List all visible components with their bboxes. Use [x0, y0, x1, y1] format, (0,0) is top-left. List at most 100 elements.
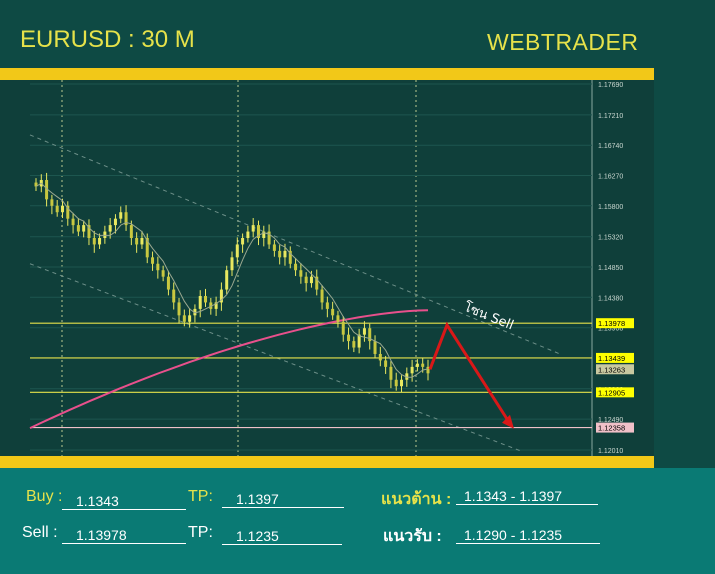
candle-body	[156, 263, 160, 271]
candle-body	[246, 231, 250, 239]
candle-body	[405, 373, 409, 380]
price-tag-label: 1.12358	[598, 424, 625, 433]
candle-body	[341, 321, 345, 335]
candle-body	[262, 231, 266, 239]
candle-body	[272, 244, 276, 251]
candle-body	[352, 341, 356, 348]
y-tick-label: 1.17690	[598, 82, 623, 89]
top-divider	[0, 68, 654, 80]
candle-body	[357, 334, 361, 348]
candle-body	[103, 231, 107, 239]
candle-body	[161, 270, 165, 277]
y-tick-label: 1.15800	[598, 204, 623, 211]
candle-body	[204, 295, 208, 303]
candle-body	[421, 363, 425, 367]
trade-panel: Buy : 1.1343 TP: 1.1397 Sell : 1.13978 T…	[0, 468, 715, 574]
candle-body	[278, 250, 282, 258]
candle-body	[214, 302, 218, 309]
candle-body	[368, 328, 372, 342]
candle-body	[60, 205, 64, 213]
candle-body	[331, 308, 335, 316]
candle-body	[294, 263, 298, 271]
channel-lower	[29, 263, 521, 452]
candle-body	[50, 199, 54, 206]
price-tag	[596, 364, 634, 375]
candle-body	[188, 315, 192, 322]
candle-body	[410, 366, 414, 374]
candle-body	[320, 289, 324, 303]
candle-body	[283, 250, 287, 258]
candle-body	[45, 180, 49, 200]
y-tick-label: 1.15320	[598, 235, 623, 242]
price-tag	[596, 387, 634, 398]
short-moving-average	[35, 182, 429, 378]
candle-body	[198, 295, 202, 309]
candle-body	[129, 225, 133, 239]
y-tick-label: 1.14380	[598, 295, 623, 302]
candle-body	[166, 276, 170, 290]
y-tick-label: 1.12490	[598, 417, 623, 424]
price-tag-label: 1.13978	[598, 319, 625, 328]
sell-value: 1.13978	[62, 526, 186, 544]
candle-body	[219, 289, 223, 303]
candle-body	[177, 302, 181, 316]
price-tag	[596, 352, 634, 363]
candle-body	[325, 302, 329, 309]
candle-body	[113, 218, 117, 226]
candle-body	[315, 276, 319, 290]
candle-body	[230, 257, 234, 271]
symbol-title: EURUSD : 30 M	[20, 26, 195, 53]
candle-body	[304, 276, 308, 284]
candle-body	[135, 238, 139, 245]
brand-logo: WEBTRADER	[487, 29, 639, 55]
candle-body	[87, 225, 91, 239]
forecast-arrow	[428, 321, 514, 428]
candle-body	[378, 353, 382, 361]
candle-body	[182, 315, 186, 322]
candle-body	[426, 366, 430, 374]
candle-body	[76, 225, 80, 232]
support-label: แนวรับ :	[383, 528, 442, 545]
candle-body	[71, 218, 75, 226]
sell-tp-label: TP:	[188, 524, 213, 541]
support-value: 1.1290 - 1.1235	[456, 526, 600, 544]
candle-body	[92, 238, 96, 245]
buy-label: Buy :	[26, 488, 63, 505]
price-tag-label: 1.13439	[598, 354, 625, 363]
candle-body	[151, 257, 155, 264]
y-tick-label: 1.12010	[598, 448, 623, 455]
resistance-value: 1.1343 - 1.1397	[456, 487, 598, 505]
candle-body	[267, 231, 271, 245]
price-tag	[596, 318, 634, 329]
price-tag-label: 1.13263	[598, 365, 625, 374]
candle-body	[415, 363, 419, 367]
candle-body	[251, 225, 255, 232]
candle-body	[98, 238, 102, 245]
candle-body	[394, 379, 398, 387]
price-tag-label: 1.12905	[598, 388, 625, 397]
candle-body	[347, 334, 351, 342]
y-tick-label: 1.14850	[598, 265, 623, 272]
moving-average-line	[29, 309, 429, 430]
candle-body	[225, 270, 229, 290]
candle-body	[235, 244, 239, 258]
header: EURUSD : 30 M WEBTRADER	[0, 0, 715, 70]
candle-body	[256, 225, 260, 239]
candle-body	[299, 270, 303, 277]
buy-tp-label: TP:	[188, 488, 213, 505]
candle-body	[241, 238, 245, 245]
candle-body	[288, 250, 292, 264]
candle-body	[309, 276, 313, 284]
candle-body	[172, 289, 176, 303]
candle-body	[124, 212, 128, 226]
candle-body	[384, 360, 388, 367]
candle-body	[108, 225, 112, 232]
candle-body	[66, 205, 70, 219]
candle-body	[193, 308, 197, 316]
forecast-arrow-head	[502, 414, 514, 429]
sell-zone-label: โซน Sell	[462, 299, 516, 333]
candle-body	[55, 205, 59, 213]
y-tick-label: 1.16270	[598, 174, 623, 181]
candle-body	[82, 225, 86, 232]
candle-body	[336, 315, 340, 322]
